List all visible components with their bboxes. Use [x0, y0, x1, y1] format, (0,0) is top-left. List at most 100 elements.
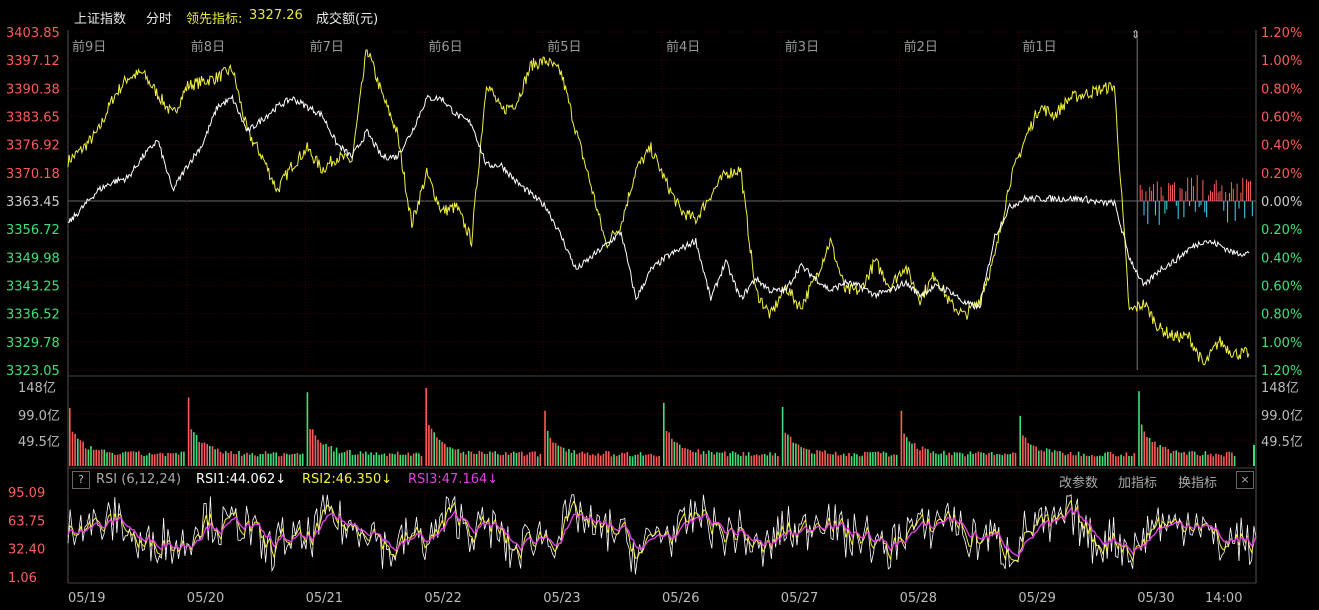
volume-bar [678, 444, 681, 466]
x-axis-tick: 05/20 [187, 591, 224, 606]
volume-bar [222, 453, 224, 466]
volume-bar [908, 441, 911, 466]
volume-bar [230, 451, 232, 466]
volume-bar [436, 437, 438, 466]
volume-bar [357, 454, 359, 466]
percent-y-tick: 1.20% [1261, 26, 1302, 41]
volume-bar [750, 455, 753, 466]
volume-bar [784, 432, 787, 466]
volume-bar [673, 441, 676, 466]
volume-bar [880, 453, 882, 466]
volume-bar [700, 454, 702, 466]
volume-bar [795, 443, 797, 466]
volume-bar [1148, 437, 1151, 466]
volume-bar [1109, 452, 1112, 466]
volume-bar [874, 451, 877, 466]
volume-bar [254, 455, 256, 466]
add-indicator-button[interactable]: 加指标 [1118, 476, 1158, 491]
volume-bar [1043, 451, 1045, 466]
volume-bar [816, 450, 818, 466]
volume-bar [1024, 437, 1027, 466]
volume-bar [1093, 456, 1096, 466]
volume-bar [92, 449, 95, 466]
mode-label[interactable]: 分时 [146, 12, 173, 27]
volume-bar [209, 445, 211, 466]
volume-bar [805, 449, 808, 466]
swap-indicator-button[interactable]: 换指标 [1178, 476, 1218, 491]
volume-bar [164, 455, 167, 466]
volume-bar [629, 456, 631, 466]
volume-bar [605, 451, 607, 466]
percent-y-tick: 1.00% [1261, 336, 1302, 351]
x-axis-tick: 05/23 [543, 591, 580, 606]
percent-y-tick: 0.20% [1261, 167, 1302, 182]
volume-bar [1083, 453, 1085, 466]
volume-bar [787, 434, 789, 466]
volume-bar [626, 452, 629, 466]
volume-bar [333, 451, 335, 466]
price-y-tick: 3343.25 [6, 280, 60, 295]
volume-bar [143, 456, 145, 466]
volume-bar [327, 446, 330, 466]
volume-bar [132, 451, 135, 466]
volume-bar [1122, 456, 1125, 466]
volume-bar [486, 454, 489, 466]
volume-bar [885, 452, 887, 466]
close-icon[interactable]: × [1236, 471, 1254, 489]
volume-bar [777, 456, 779, 466]
volume-bar [203, 442, 206, 466]
volume-bar [866, 452, 869, 466]
volume-bar [1032, 445, 1035, 466]
percent-y-tick: 0.40% [1261, 139, 1302, 154]
volume-bar [124, 451, 127, 466]
volume-bar [842, 453, 845, 466]
volume-y-tick: 49.5亿 [1261, 435, 1303, 450]
volume-bar [98, 450, 100, 466]
volume-bar [515, 452, 518, 466]
volume-bar [380, 454, 383, 466]
volume-bar [996, 454, 998, 466]
volume-bar [325, 443, 327, 466]
volume-bar [721, 452, 723, 466]
volume-bar [937, 454, 940, 466]
volume-bar [459, 452, 462, 466]
volume-bar [753, 455, 755, 466]
volume-bar [396, 451, 399, 466]
volume-bar [581, 451, 583, 466]
volume-bar [87, 449, 90, 466]
volume-bar [190, 429, 193, 466]
volume-bar [507, 454, 510, 466]
volume-bar [1199, 455, 1201, 466]
chart-header: 上证指数 分时 领先指标: 3327.26 成交额(元) [0, 0, 1319, 30]
volume-y-tick: 99.0亿 [18, 409, 60, 424]
volume-bar [454, 449, 457, 466]
x-axis-tick: 05/29 [1018, 591, 1055, 606]
rsi-y-tick: 63.75 [8, 514, 45, 529]
volume-bar [167, 452, 169, 466]
volume-bar [546, 431, 549, 466]
volume-bar [1101, 456, 1104, 466]
volume-bar [803, 448, 805, 466]
volume-bar [156, 453, 159, 466]
volume-bar [821, 451, 824, 466]
volume-bar [969, 451, 972, 466]
volume-bar [726, 456, 729, 466]
volume-bar [1233, 456, 1236, 466]
price-panel [67, 49, 1253, 366]
volume-bar [964, 456, 966, 466]
edit-params-button[interactable]: 改参数 [1059, 476, 1099, 491]
volume-bar [71, 431, 74, 466]
volume-bar [330, 446, 333, 466]
help-icon[interactable]: ? [72, 471, 90, 489]
volume-bar [1138, 391, 1140, 466]
volume-bar [829, 454, 832, 466]
volume-bar [998, 454, 1001, 466]
volume-bar [499, 455, 502, 466]
volume-bar [1080, 456, 1083, 466]
volume-bar [1077, 451, 1080, 466]
volume-bar [747, 452, 750, 466]
volume-bar [518, 452, 520, 466]
volume-bar [354, 454, 356, 466]
volume-bar [523, 455, 526, 466]
